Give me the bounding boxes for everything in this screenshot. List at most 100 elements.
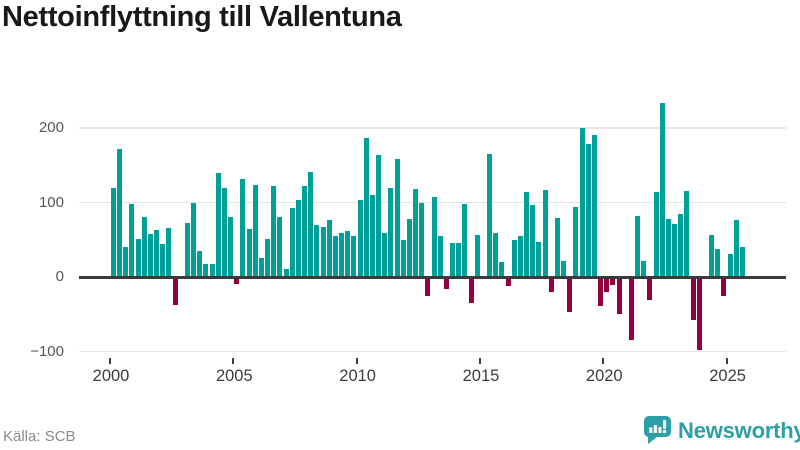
bar <box>505 278 511 286</box>
bar <box>166 227 172 277</box>
bar <box>542 189 548 277</box>
bar <box>604 278 610 292</box>
x-axis-tick <box>478 358 481 364</box>
bar <box>308 171 314 277</box>
bar <box>462 203 468 277</box>
bar <box>221 188 227 277</box>
bar <box>339 233 345 277</box>
bar <box>431 197 437 277</box>
bar <box>228 217 234 277</box>
bar <box>653 192 659 277</box>
bar <box>289 207 295 277</box>
newsworthy-logo[interactable]: Newsworthy <box>644 416 800 445</box>
bar <box>715 248 721 277</box>
bar <box>382 233 388 277</box>
bar <box>252 184 258 277</box>
bar <box>147 233 153 277</box>
y-axis-label: 200 <box>38 119 64 136</box>
bar <box>647 278 653 301</box>
bar <box>733 219 739 277</box>
bar <box>499 262 505 277</box>
bar <box>234 278 240 284</box>
bar <box>314 224 320 277</box>
bar <box>721 278 727 297</box>
bar <box>678 213 684 277</box>
bar <box>406 218 412 277</box>
bar <box>141 216 147 277</box>
bar <box>129 203 135 277</box>
bar <box>437 236 443 277</box>
bar <box>709 234 715 277</box>
bar <box>111 187 116 277</box>
x-axis-label: 2005 <box>215 367 253 385</box>
bar <box>123 247 129 277</box>
bar <box>117 148 123 277</box>
x-axis-tick <box>725 358 728 364</box>
bar <box>332 236 338 277</box>
source-caption: Källa: SCB <box>3 428 76 445</box>
bar <box>277 216 283 277</box>
bar <box>665 218 671 277</box>
bar <box>672 224 678 277</box>
bar <box>283 268 289 277</box>
y-gridline <box>79 350 786 353</box>
bar <box>394 159 400 277</box>
bar <box>524 192 530 277</box>
bar <box>684 191 690 277</box>
bar <box>184 222 190 277</box>
bar <box>363 137 369 277</box>
bar <box>400 239 406 277</box>
x-axis-label: 2015 <box>462 367 500 385</box>
bar <box>351 236 357 277</box>
bar <box>591 134 597 277</box>
bar <box>345 230 351 277</box>
bar <box>302 186 308 277</box>
bar <box>598 278 604 307</box>
bar <box>295 200 301 277</box>
bar <box>425 278 431 297</box>
x-axis-label: 2010 <box>339 367 376 385</box>
bar <box>628 278 634 340</box>
bar <box>172 278 178 306</box>
bar <box>443 278 449 289</box>
x-axis-zero-line <box>79 275 786 279</box>
bar <box>419 203 425 277</box>
bar <box>493 233 499 277</box>
bar <box>641 260 647 277</box>
bar <box>511 240 517 277</box>
bar <box>246 229 252 277</box>
bar <box>573 206 579 277</box>
bar <box>696 278 702 351</box>
bar <box>530 205 536 277</box>
bar <box>690 278 696 321</box>
bar <box>727 253 733 277</box>
bar <box>554 218 560 277</box>
bar <box>203 264 209 277</box>
bar <box>659 102 665 277</box>
x-axis-tick <box>232 358 235 364</box>
bar <box>258 258 264 277</box>
bar <box>357 200 363 277</box>
bar <box>616 278 622 315</box>
bar <box>474 235 480 277</box>
bar <box>209 264 215 277</box>
bar <box>320 227 326 277</box>
x-axis-label: 2000 <box>92 367 130 385</box>
bar <box>197 250 203 277</box>
bar <box>487 154 493 277</box>
bar <box>265 239 271 277</box>
y-axis-label: 100 <box>38 193 64 211</box>
bar <box>388 188 394 277</box>
bar <box>271 186 277 277</box>
bar <box>635 215 641 277</box>
bar <box>154 230 160 277</box>
newsworthy-icon <box>644 416 671 444</box>
bar <box>536 241 542 277</box>
bar <box>561 261 567 277</box>
bar <box>517 236 523 277</box>
bar <box>369 195 375 277</box>
bar <box>450 242 456 277</box>
bar <box>548 278 554 292</box>
x-axis-tick <box>355 358 358 364</box>
